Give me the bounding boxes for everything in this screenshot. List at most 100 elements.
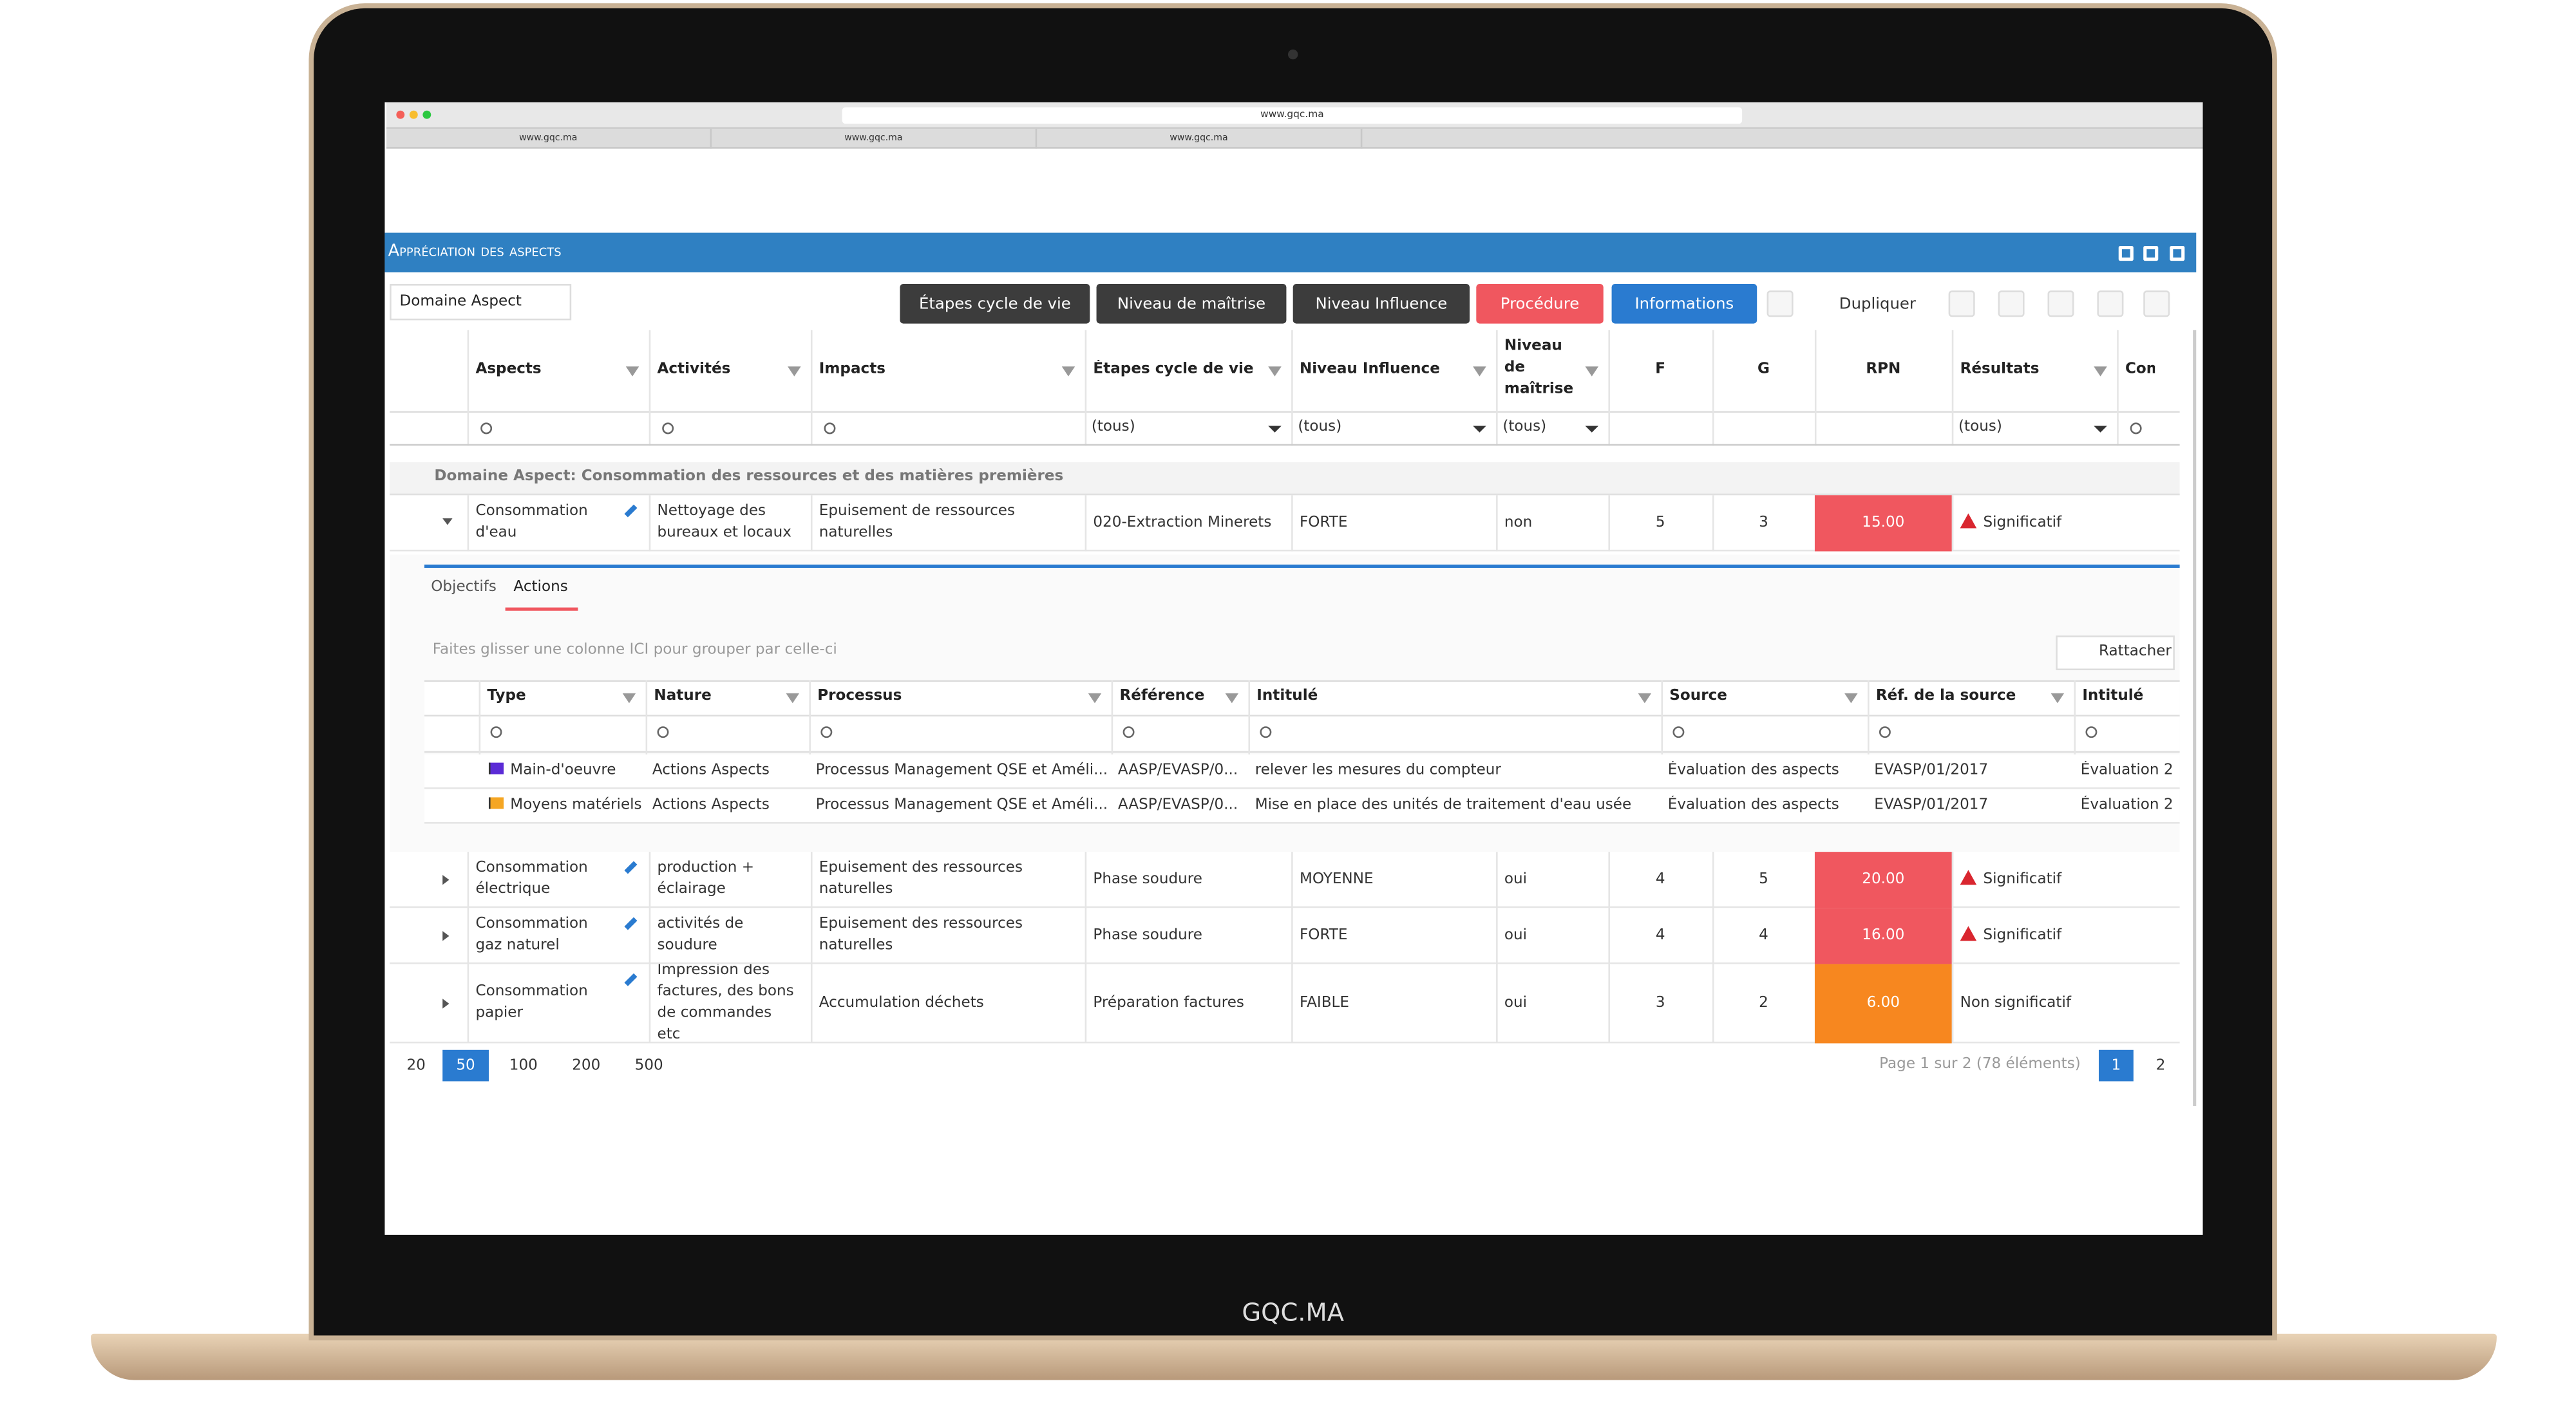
- window-control[interactable]: [2170, 246, 2185, 261]
- cell-divider: [1496, 495, 1498, 552]
- cell: oui: [1504, 926, 1528, 944]
- search-icon[interactable]: [490, 726, 502, 738]
- column-header[interactable]: Étapes cycle de vie: [1093, 361, 1254, 379]
- column-header[interactable]: Niveau Influence: [1299, 361, 1440, 379]
- cell-divider: [1496, 852, 1498, 908]
- cell: Consommation gaz naturel: [475, 916, 588, 955]
- filter-icon[interactable]: [625, 366, 639, 377]
- column-header[interactable]: Comme: [2125, 361, 2155, 379]
- filter-icon[interactable]: [2050, 693, 2065, 704]
- filter-icon[interactable]: [1638, 693, 1652, 704]
- search-icon[interactable]: [662, 422, 674, 435]
- column-header[interactable]: Activités: [657, 361, 731, 379]
- column-header[interactable]: RPN: [1866, 361, 1901, 379]
- search-icon[interactable]: [657, 726, 669, 738]
- search-icon[interactable]: [480, 422, 493, 435]
- toolbar-button[interactable]: Niveau Influence: [1293, 284, 1470, 324]
- detail-column-header[interactable]: Nature: [654, 688, 712, 705]
- url: www.gqc.ma: [1260, 109, 1324, 121]
- toolbar-icon[interactable]: [1998, 290, 2025, 317]
- filter-icon[interactable]: [788, 366, 801, 377]
- search-icon[interactable]: [824, 422, 836, 435]
- expand-toggle[interactable]: [442, 999, 450, 1009]
- toolbar-icon[interactable]: [1948, 290, 1975, 317]
- toolbar-icon[interactable]: [2047, 290, 2074, 317]
- filter-icon[interactable]: [1225, 693, 1239, 704]
- dropdown-arrow[interactable]: [1473, 426, 1486, 433]
- detail-column-header[interactable]: Intitulé: [1256, 688, 1318, 705]
- toolbar-button[interactable]: Étapes cycle de vie: [900, 284, 1090, 324]
- tab[interactable]: www.gqc.ma: [712, 128, 1037, 149]
- filter-icon[interactable]: [1585, 366, 1599, 377]
- detail-column-header[interactable]: Intitulé de la: [2082, 688, 2144, 705]
- page-button[interactable]: 1: [2098, 1049, 2134, 1082]
- page-button[interactable]: 2: [2155, 1057, 2166, 1074]
- filter-icon[interactable]: [1088, 693, 1102, 704]
- toolbar-button[interactable]: Niveau de maîtrise: [1096, 284, 1287, 324]
- toolbar-button[interactable]: Dupliquer: [1816, 284, 1939, 324]
- detail-cell: Évaluation des aspects: [1667, 797, 1839, 814]
- tab-strip: [424, 564, 2180, 568]
- rpn-cell: [1814, 964, 1952, 1044]
- expand-toggle[interactable]: [442, 518, 453, 525]
- filter-icon[interactable]: [1061, 366, 1075, 377]
- column-header[interactable]: Résultats: [1960, 361, 2040, 379]
- column-header[interactable]: Niveau de maîtrise: [1504, 338, 1574, 398]
- search-icon[interactable]: [1672, 726, 1685, 738]
- window-control[interactable]: [2143, 246, 2159, 261]
- page-size[interactable]: 100: [509, 1057, 538, 1074]
- filter-dropdown: (tous): [1298, 419, 1342, 436]
- page-size[interactable]: 500: [634, 1057, 663, 1074]
- expand-toggle[interactable]: [442, 931, 450, 941]
- detail-column-header[interactable]: Réf. de la source: [1875, 688, 2016, 705]
- search-icon[interactable]: [820, 726, 833, 738]
- window-dot[interactable]: [422, 110, 431, 119]
- expand-toggle[interactable]: [442, 874, 450, 885]
- detail-column-header[interactable]: Référence: [1119, 688, 1205, 705]
- search-icon[interactable]: [1879, 726, 1891, 738]
- column-divider: [1248, 680, 1251, 824]
- filter-icon[interactable]: [622, 693, 636, 704]
- detail-column-header[interactable]: Type: [487, 688, 526, 705]
- toolbar-icon[interactable]: [1766, 290, 1794, 317]
- detail-tab[interactable]: Objectifs: [431, 579, 497, 596]
- window-control[interactable]: [2118, 246, 2134, 261]
- search-icon[interactable]: [2085, 726, 2098, 738]
- filter-icon[interactable]: [1844, 693, 1858, 704]
- search-icon[interactable]: [1122, 726, 1135, 738]
- toolbar-button[interactable]: Informations: [1611, 284, 1757, 324]
- toolbar-button[interactable]: Procédure: [1476, 284, 1604, 324]
- column-header[interactable]: G: [1757, 361, 1770, 379]
- cell-divider: [649, 908, 651, 964]
- detail-column-header[interactable]: Source: [1669, 688, 1727, 705]
- page-size[interactable]: 20: [406, 1057, 426, 1074]
- tab[interactable]: www.gqc.ma: [1037, 128, 1363, 149]
- filter-icon[interactable]: [1473, 366, 1486, 377]
- filter-icon[interactable]: [2094, 366, 2107, 377]
- window-dot[interactable]: [396, 110, 405, 119]
- window-dot[interactable]: [409, 110, 418, 119]
- search-icon[interactable]: [2130, 422, 2142, 435]
- dropdown-arrow[interactable]: [1585, 426, 1599, 433]
- column-header[interactable]: F: [1655, 361, 1666, 379]
- filter-icon[interactable]: [1268, 366, 1282, 377]
- group-chip[interactable]: Domaine Aspect: [390, 284, 572, 321]
- cell: Epuisement des ressources naturelles: [819, 859, 1023, 898]
- column-header[interactable]: Aspects: [475, 361, 542, 379]
- cell: non: [1504, 514, 1533, 531]
- cell-divider: [467, 964, 469, 1044]
- cell-divider: [649, 964, 651, 1044]
- page-size[interactable]: 50: [442, 1049, 489, 1082]
- search-icon[interactable]: [1260, 726, 1272, 738]
- toolbar-icon[interactable]: [2143, 290, 2170, 317]
- attach-button[interactable]: Rattacher: [2056, 635, 2175, 671]
- detail-column-header[interactable]: Processus: [817, 688, 902, 705]
- dropdown-arrow[interactable]: [1268, 426, 1282, 433]
- page-size[interactable]: 200: [572, 1057, 601, 1074]
- detail-tab[interactable]: Actions: [513, 579, 568, 596]
- filter-icon[interactable]: [786, 693, 800, 704]
- toolbar-icon[interactable]: [2097, 290, 2124, 317]
- tab[interactable]: www.gqc.ma: [386, 128, 712, 149]
- column-header[interactable]: Impacts: [819, 361, 886, 379]
- dropdown-arrow[interactable]: [2094, 426, 2107, 433]
